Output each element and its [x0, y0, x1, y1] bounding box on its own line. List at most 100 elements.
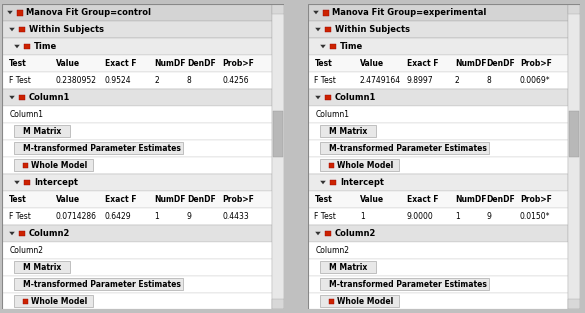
Bar: [2, 4, 272, 21]
Polygon shape: [16, 265, 20, 269]
Bar: [308, 174, 568, 191]
Polygon shape: [16, 282, 20, 287]
Bar: [308, 4, 568, 21]
Bar: [2, 89, 272, 106]
Text: Intercept: Intercept: [340, 178, 384, 187]
Bar: [308, 259, 568, 276]
Text: 2: 2: [455, 76, 460, 85]
Polygon shape: [7, 11, 13, 14]
Text: M Matrix: M Matrix: [23, 127, 61, 136]
Bar: [19, 231, 25, 236]
Text: Column2: Column2: [10, 246, 44, 255]
Bar: [14, 159, 93, 172]
Bar: [569, 111, 579, 156]
Bar: [2, 191, 272, 208]
Bar: [24, 180, 30, 185]
Bar: [22, 299, 27, 304]
Text: 8: 8: [187, 76, 192, 85]
Text: Column1: Column1: [335, 93, 376, 102]
Bar: [308, 225, 568, 242]
Text: 0.0714286: 0.0714286: [56, 212, 97, 221]
Bar: [320, 125, 376, 137]
Text: Whole Model: Whole Model: [31, 297, 87, 306]
Text: Exact F: Exact F: [105, 195, 136, 204]
Bar: [14, 278, 183, 290]
Text: DenDF: DenDF: [187, 59, 216, 68]
Text: 9: 9: [187, 212, 192, 221]
Text: Prob>F: Prob>F: [222, 195, 254, 204]
Text: Column2: Column2: [335, 229, 376, 238]
Text: 9.0000: 9.0000: [407, 212, 433, 221]
Text: 0.4433: 0.4433: [222, 212, 249, 221]
Text: F Test: F Test: [9, 212, 30, 221]
Text: Value: Value: [360, 195, 384, 204]
Bar: [325, 231, 331, 236]
Bar: [2, 310, 272, 313]
Polygon shape: [16, 146, 20, 151]
Text: 0.4256: 0.4256: [222, 76, 249, 85]
Text: M-transformed Parameter Estimates: M-transformed Parameter Estimates: [329, 280, 487, 289]
Polygon shape: [14, 45, 20, 48]
Bar: [2, 21, 272, 38]
Bar: [308, 38, 568, 55]
Text: Prob>F: Prob>F: [520, 195, 552, 204]
Polygon shape: [322, 300, 326, 304]
Bar: [320, 261, 376, 274]
Text: Test: Test: [9, 195, 26, 204]
Bar: [14, 142, 183, 154]
Bar: [323, 9, 329, 16]
Text: DenDF: DenDF: [187, 195, 216, 204]
Text: 1: 1: [360, 212, 365, 221]
Text: NumDF: NumDF: [154, 195, 186, 204]
Bar: [320, 159, 399, 172]
Text: NumDF: NumDF: [455, 59, 486, 68]
Text: DenDF: DenDF: [486, 59, 515, 68]
Bar: [24, 44, 30, 49]
Bar: [2, 38, 272, 55]
Bar: [308, 208, 568, 225]
Text: Value: Value: [56, 195, 80, 204]
Text: Test: Test: [9, 59, 26, 68]
Bar: [308, 106, 568, 123]
Polygon shape: [320, 181, 326, 184]
Polygon shape: [16, 300, 20, 304]
Text: 2: 2: [154, 76, 159, 85]
Bar: [2, 225, 272, 242]
Polygon shape: [315, 96, 321, 99]
Polygon shape: [322, 129, 326, 134]
Text: M-transformed Parameter Estimates: M-transformed Parameter Estimates: [23, 280, 181, 289]
Bar: [272, 299, 284, 309]
Bar: [308, 72, 568, 89]
Bar: [2, 242, 272, 259]
Bar: [308, 276, 568, 293]
Bar: [308, 21, 568, 38]
Bar: [14, 295, 93, 307]
Polygon shape: [315, 28, 321, 31]
Polygon shape: [9, 28, 15, 31]
Text: NumDF: NumDF: [154, 59, 186, 68]
Bar: [2, 293, 272, 310]
Bar: [329, 299, 333, 304]
Bar: [325, 27, 331, 32]
Bar: [2, 174, 272, 191]
Text: 1: 1: [455, 212, 460, 221]
Text: Prob>F: Prob>F: [520, 59, 552, 68]
Text: Value: Value: [360, 59, 384, 68]
Text: Test: Test: [315, 59, 332, 68]
Text: Whole Model: Whole Model: [31, 161, 87, 170]
Bar: [320, 142, 489, 154]
Bar: [2, 140, 272, 157]
Bar: [2, 123, 272, 140]
Polygon shape: [322, 146, 326, 151]
Text: M Matrix: M Matrix: [329, 263, 367, 272]
Text: Manova Fit Group=control: Manova Fit Group=control: [26, 8, 151, 17]
Text: 0.0150*: 0.0150*: [520, 212, 550, 221]
Bar: [272, 4, 284, 309]
Bar: [2, 157, 272, 174]
Text: 0.6429: 0.6429: [105, 212, 131, 221]
Bar: [308, 123, 568, 140]
Bar: [308, 293, 568, 310]
Text: M-transformed Parameter Estimates: M-transformed Parameter Estimates: [23, 144, 181, 153]
Bar: [14, 261, 70, 274]
Text: Intercept: Intercept: [34, 178, 78, 187]
